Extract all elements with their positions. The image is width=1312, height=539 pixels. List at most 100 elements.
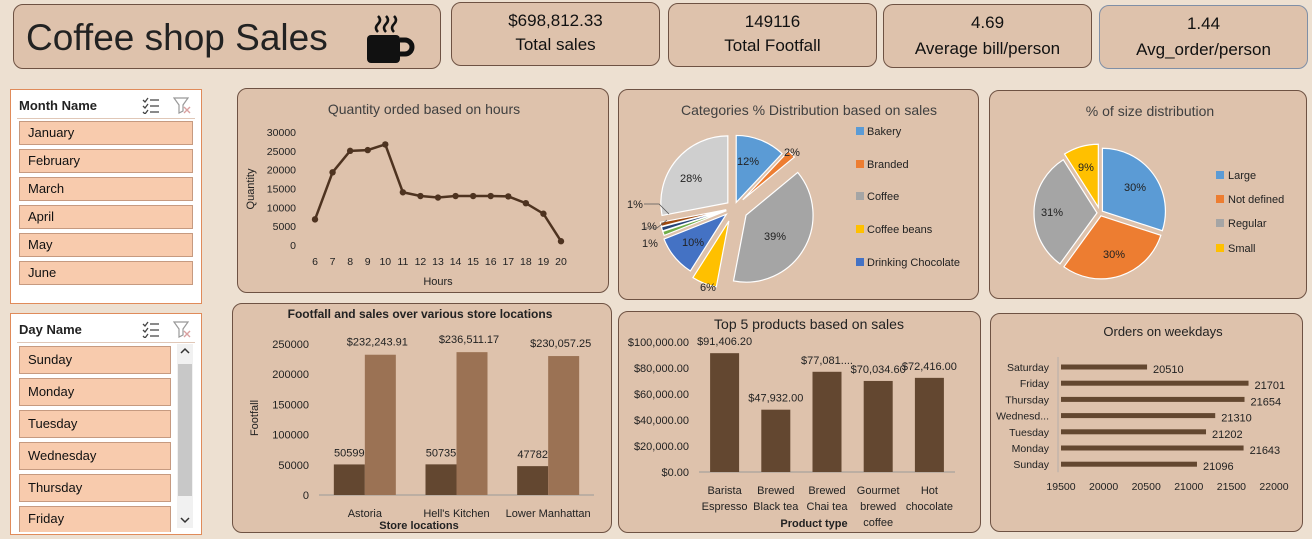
- y-tick-label: Sunday: [1013, 459, 1049, 471]
- day-item-monday[interactable]: Monday: [19, 378, 171, 406]
- product-bar: [812, 371, 842, 472]
- data-point: [382, 141, 389, 148]
- data-point: [329, 169, 336, 176]
- y-tick-label: 15000: [267, 184, 296, 196]
- chart-title: Orders on weekdays: [1103, 324, 1223, 339]
- footfall-bar: [333, 464, 365, 495]
- product-bar: [863, 380, 893, 472]
- kpi-value: 4.69: [970, 13, 1005, 32]
- scrollbar-thumb[interactable]: [178, 364, 192, 496]
- scroll-up-icon[interactable]: [180, 347, 190, 355]
- y-tick-label: 100000: [272, 430, 309, 442]
- kpi-value: 149116: [744, 12, 801, 31]
- hourly-quantity-chart: Quantity orded based on hours 0 5000 10000 1…: [245, 101, 567, 288]
- kpi-total-footfall: 149116 Total Footfall: [668, 3, 877, 67]
- x-tick-label: 11: [397, 256, 408, 268]
- slice-label: 39%: [764, 231, 786, 243]
- product-bar: [914, 377, 944, 472]
- kpi-total-sales: $698,812.33 Total sales: [451, 2, 660, 66]
- day-item-thursday[interactable]: Thursday: [19, 474, 171, 502]
- day-item-tuesday[interactable]: Tuesday: [19, 410, 171, 438]
- data-label: 21643: [1250, 445, 1281, 457]
- chart-title: Quantity orded based on hours: [328, 101, 520, 117]
- weekday-bar: [1061, 364, 1148, 370]
- legend-swatch: [856, 225, 864, 233]
- size-pie-card: % of size distribution 30% 30% 31% 9% Large No…: [989, 90, 1307, 299]
- x-tick-label: 19500: [1046, 481, 1075, 493]
- data-point: [417, 192, 424, 200]
- weekday-bar: [1061, 396, 1245, 402]
- slice-label: 10%: [682, 237, 704, 249]
- pie-slice: [692, 220, 730, 288]
- day-slicer-scrollbar[interactable]: [177, 344, 193, 528]
- data-label: 21096: [1203, 461, 1234, 473]
- month-item-january[interactable]: January: [19, 121, 193, 145]
- pie-slice: [742, 150, 796, 201]
- leader-line: [644, 203, 670, 215]
- multi-select-icon[interactable]: [142, 96, 160, 114]
- y-tick-label: 0: [290, 240, 296, 252]
- data-point: [522, 199, 530, 207]
- weekday-bar: [1061, 429, 1207, 435]
- data-label: 21202: [1212, 429, 1243, 441]
- data-label: $72,416.00: [902, 361, 957, 373]
- data-point: [399, 189, 407, 196]
- clear-filter-icon[interactable]: [173, 96, 191, 114]
- data-point: [364, 146, 371, 154]
- month-item-february[interactable]: February: [19, 149, 193, 173]
- slicer-divider: [17, 342, 195, 343]
- legend-swatch: [856, 127, 864, 135]
- weekday-orders-card: Orders on weekdays Saturday 20510 Friday 217…: [990, 313, 1303, 532]
- y-tick-label: Saturday: [1007, 362, 1050, 374]
- x-tick-label: 9: [365, 256, 371, 268]
- day-item-sunday[interactable]: Sunday: [19, 346, 171, 374]
- y-tick-label: 50000: [278, 460, 309, 472]
- y-tick-label: 250000: [272, 339, 309, 351]
- slice-label: 2%: [784, 147, 800, 159]
- footfall-bar: [425, 464, 457, 495]
- x-tick-label: 14: [450, 256, 462, 268]
- store-locations-chart: Footfall and sales over various store lo…: [249, 307, 594, 532]
- weekday-orders-chart: Orders on weekdays Saturday 20510 Friday 217…: [996, 324, 1289, 493]
- pie-slice: [1063, 215, 1162, 280]
- scroll-down-icon[interactable]: [180, 516, 190, 524]
- y-tick-label: 200000: [272, 369, 309, 381]
- chart-title: Footfall and sales over various store lo…: [288, 307, 553, 321]
- x-axis-label: Store locations: [379, 520, 458, 532]
- x-tick-label: 13: [432, 256, 444, 268]
- month-item-may[interactable]: May: [19, 233, 193, 257]
- month-item-march[interactable]: March: [19, 177, 193, 201]
- month-item-june[interactable]: June: [19, 261, 193, 285]
- month-item-april[interactable]: April: [19, 205, 193, 229]
- pie-slice: [659, 209, 727, 228]
- y-tick-label: Wednesd...: [996, 411, 1049, 423]
- slice-label: 31%: [1041, 207, 1063, 219]
- footfall-bar: [517, 466, 549, 495]
- kpi-average-bill: 4.69 Average bill/person: [883, 4, 1092, 68]
- legend-entry: Bakery: [867, 126, 902, 138]
- y-tick-label: 0: [303, 490, 309, 502]
- clear-filter-icon[interactable]: [173, 320, 191, 338]
- legend-entry: Drinking Chocolate: [867, 257, 960, 269]
- y-tick-label: 10000: [267, 202, 296, 214]
- data-label: $232,243.91: [347, 337, 408, 349]
- sales-bar: [456, 352, 488, 495]
- x-tick-label: 19: [538, 256, 550, 268]
- y-tick-label: $100,000.00: [628, 337, 689, 349]
- x-tick-label: 15: [467, 256, 479, 268]
- x-tick-label: 16: [485, 256, 497, 268]
- multi-select-icon[interactable]: [142, 320, 160, 338]
- y-tick-label: $80,000.00: [634, 363, 689, 375]
- x-tick-label: Brewed: [808, 485, 845, 497]
- day-item-friday[interactable]: Friday: [19, 506, 171, 532]
- x-tick-label: 10: [379, 256, 391, 268]
- data-point: [452, 192, 459, 200]
- data-label: 20510: [1153, 364, 1184, 376]
- x-tick-label: Black tea: [753, 501, 799, 513]
- slice-label: 1%: [627, 199, 643, 211]
- x-tick-label: Astoria: [348, 508, 383, 520]
- data-label: $91,406.20: [697, 336, 752, 348]
- day-item-wednesday[interactable]: Wednesday: [19, 442, 171, 470]
- legend-entry: Regular: [1228, 218, 1267, 230]
- sales-bar: [364, 354, 396, 495]
